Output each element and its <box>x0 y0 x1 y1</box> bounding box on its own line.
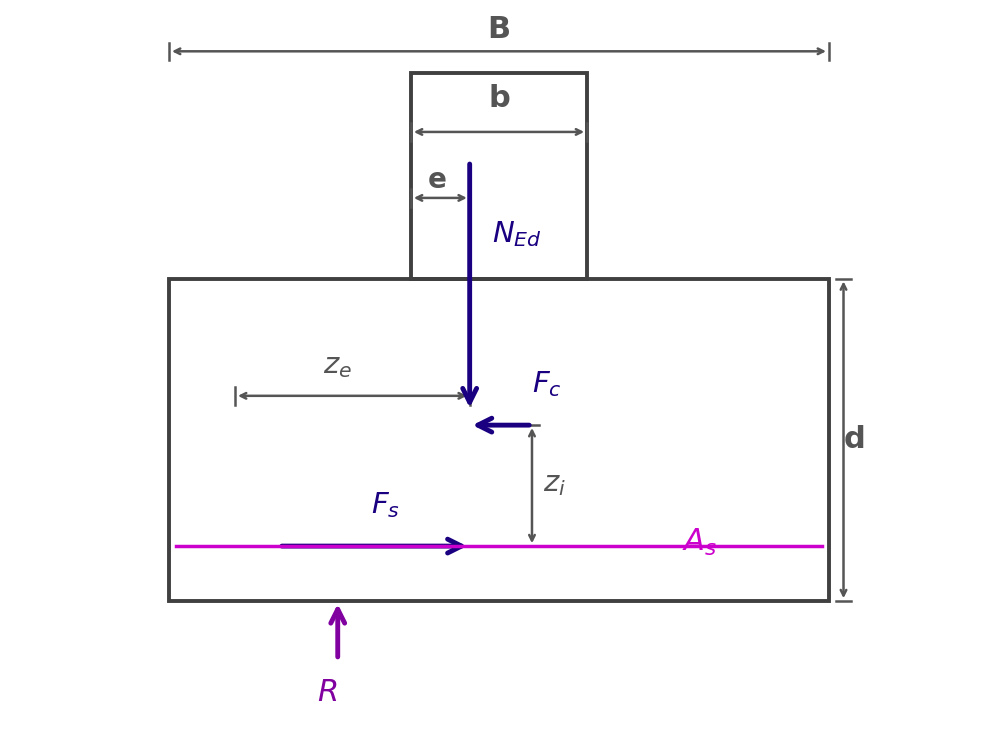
Text: $z_i$: $z_i$ <box>543 470 566 498</box>
Text: $N_{Ed}$: $N_{Ed}$ <box>492 220 541 249</box>
Text: $R$: $R$ <box>316 678 337 707</box>
Text: $F_c$: $F_c$ <box>532 369 562 399</box>
Text: $F_s$: $F_s$ <box>371 490 400 520</box>
Text: d: d <box>843 425 865 454</box>
Text: e: e <box>427 166 446 194</box>
Text: b: b <box>488 84 510 114</box>
Text: $z_e$: $z_e$ <box>323 353 352 380</box>
Text: B: B <box>487 15 511 44</box>
Text: $A_s$: $A_s$ <box>683 527 718 558</box>
